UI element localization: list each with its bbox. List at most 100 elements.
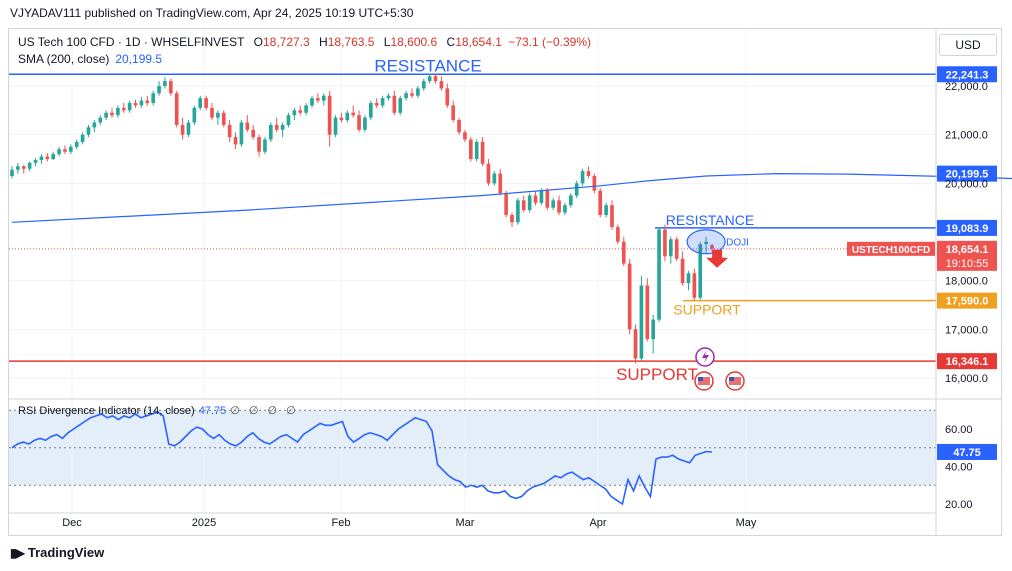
- candle-body: [27, 162, 32, 169]
- candle-body: [221, 112, 226, 125]
- rsi-pane: [9, 409, 936, 506]
- flag-stripes: [698, 377, 710, 385]
- candle-body: [527, 195, 532, 211]
- doji-label: DOJI: [726, 238, 749, 249]
- last-price-value: 18,654.1: [946, 244, 989, 256]
- symbol-name: US Tech 100 CFD · 1D · WHSELFINVEST: [18, 35, 245, 49]
- ohlc-legend[interactable]: US Tech 100 CFD · 1D · WHSELFINVEST O18,…: [18, 35, 591, 49]
- rsi-tick-label: 60.00: [945, 424, 973, 436]
- candle-body: [386, 95, 391, 99]
- sma-value-tag: [937, 165, 997, 182]
- axes: 22,000.0 21,000.0 20,000.0 18,000.0 17,000.0…: [62, 81, 988, 529]
- candle-body: [104, 112, 108, 118]
- candle-body: [180, 124, 185, 135]
- time-tick-label: May: [736, 517, 757, 529]
- candle-body: [698, 244, 703, 298]
- rsi-band: [9, 410, 936, 486]
- sma-value-tag-label: 20,199.5: [946, 169, 989, 181]
- flag-canton: [729, 377, 734, 381]
- candle-body: [463, 132, 467, 140]
- support-near-tag: [937, 292, 997, 309]
- candle-body: [410, 93, 414, 96]
- chart-frame: [8, 28, 1002, 536]
- currency-button[interactable]: USD: [939, 34, 997, 56]
- change-value: −73.1 (−0.39%): [508, 35, 591, 49]
- candle-body: [639, 285, 644, 359]
- grid-lines: [9, 29, 936, 513]
- candle-body: [251, 129, 255, 138]
- rsi-value-tag-label: 47.75: [953, 447, 981, 459]
- candle-body: [439, 81, 444, 89]
- flag-canton: [698, 377, 703, 381]
- candle-body: [380, 98, 385, 106]
- candle-body: [151, 93, 155, 104]
- rsi-extra-values: ∅ ∅ ∅ ∅: [230, 405, 299, 417]
- candle-body: [445, 88, 450, 106]
- rsi-tick-label: 20.00: [945, 499, 973, 511]
- candle-body: [286, 115, 291, 125]
- candle-body: [216, 112, 220, 118]
- candle-body: [174, 93, 179, 125]
- candle-body: [421, 81, 426, 89]
- candle-body: [127, 103, 132, 111]
- candle-body: [10, 169, 14, 177]
- rsi-legend[interactable]: RSI Divergence Indicator (14, close) 47.7…: [18, 404, 299, 417]
- candle-body: [663, 229, 667, 257]
- candle-body: [451, 105, 455, 121]
- candle-body: [69, 146, 73, 152]
- resistance-top-tag-label: 22,241.3: [946, 69, 989, 81]
- price-levels: [9, 73, 936, 362]
- candle-body: [516, 200, 520, 223]
- candle-body: [416, 88, 420, 96]
- candle-body: [486, 163, 491, 184]
- candle-body: [610, 205, 614, 228]
- candle-body: [545, 190, 550, 208]
- candle-body: [645, 285, 650, 340]
- low-value: 18,600.6: [390, 35, 438, 49]
- price-tick-label: 16,000.0: [945, 373, 988, 385]
- rsi-value: 47.75: [198, 405, 227, 417]
- candle-body: [674, 239, 679, 259]
- candle-body: [680, 258, 685, 284]
- tradingview-logo[interactable]: ▮▶ TradingView: [10, 545, 104, 560]
- price-pane[interactable]: [9, 29, 936, 399]
- candle-body: [239, 122, 244, 145]
- candle-body: [210, 107, 214, 118]
- candle-body: [592, 176, 597, 191]
- candle-body: [310, 98, 314, 106]
- down-arrow-icon: [706, 249, 729, 268]
- candle-body: [80, 134, 85, 142]
- resistance-top-tag: [937, 66, 997, 83]
- candles: [10, 73, 714, 364]
- open-label: O: [253, 35, 263, 49]
- candle-body: [57, 149, 61, 155]
- candle-body: [274, 124, 279, 130]
- candle-body: [569, 195, 573, 206]
- sma-legend[interactable]: SMA (200, close) 20,199.5: [18, 52, 162, 66]
- candle-body: [169, 81, 173, 94]
- candle-body: [263, 139, 267, 152]
- candle-body: [686, 273, 691, 284]
- support-near-tag-label: 17,590.0: [946, 296, 989, 308]
- price-tick-label: 21,000.0: [945, 130, 988, 142]
- symbol-tag: [847, 241, 935, 256]
- price-tick-label: 22,000.0: [945, 81, 988, 93]
- candle-body: [398, 98, 403, 113]
- candle-body: [245, 122, 250, 130]
- sma-value: 20,199.5: [115, 52, 163, 66]
- candle-body: [457, 120, 461, 133]
- candle-body: [469, 139, 473, 159]
- price-tick-label: 20,000.0: [945, 178, 988, 190]
- rsi-label: RSI Divergence Indicator (14, close): [18, 405, 195, 417]
- candle-body: [63, 149, 67, 152]
- candle-body: [74, 141, 79, 147]
- candle-body: [521, 200, 526, 211]
- support-bottom-tag-label: 16,346.1: [946, 356, 989, 368]
- candle-body: [474, 141, 479, 159]
- open-value: 18,727.3: [262, 35, 310, 49]
- time-tick-label: Mar: [456, 517, 475, 529]
- candle-body: [298, 110, 303, 113]
- candle-body: [204, 98, 208, 108]
- candle-body: [657, 229, 661, 320]
